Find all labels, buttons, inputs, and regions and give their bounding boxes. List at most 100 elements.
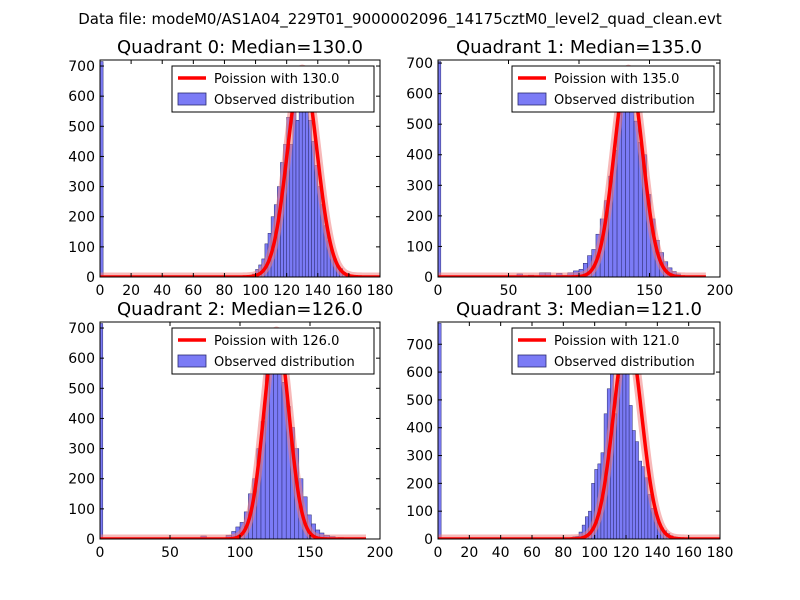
legend-bar-label: Observed distribution [214, 355, 355, 370]
poisson-curve [438, 331, 720, 539]
y-tick-label: 500 [68, 119, 95, 135]
y-tick-label: 100 [68, 502, 95, 518]
legend-curve-label: Poission with 130.0 [214, 72, 339, 87]
y-tick-label: 200 [406, 476, 433, 492]
x-tick-label: 50 [500, 283, 518, 299]
subplot-title: Quadrant 3: Median=121.0 [456, 299, 702, 320]
histogram-bar [641, 466, 646, 539]
x-tick-label: 40 [492, 545, 510, 561]
y-tick-label: 600 [406, 87, 433, 103]
x-tick-label: 150 [636, 283, 663, 299]
x-tick-label: 140 [644, 545, 671, 561]
x-tick-label: 0 [96, 545, 105, 561]
subplot-title: Quadrant 2: Median=126.0 [117, 299, 363, 320]
x-tick-label: 40 [153, 283, 171, 299]
x-tick-label: 0 [96, 283, 105, 299]
legend-curve-label: Poission with 135.0 [554, 72, 679, 87]
y-tick-label: 600 [68, 351, 95, 367]
y-tick-label: 600 [406, 365, 433, 381]
histogram-bar [629, 101, 635, 277]
x-tick-label: 100 [566, 283, 593, 299]
histogram-bar [638, 460, 642, 539]
x-tick-label: 50 [161, 545, 179, 561]
subplot-quadrant-0: Quadrant 0: Median=130.00 20 40 60 80 100 120 1… [68, 37, 393, 299]
x-tick-label: 120 [613, 545, 640, 561]
subplot-quadrant-1: Quadrant 1: Median=135.0 0 50 100 150 200 0 100… [406, 37, 733, 299]
axes-frame [437, 321, 721, 540]
y-tick-label: 300 [68, 442, 95, 458]
x-tick-label: 120 [273, 283, 300, 299]
legend: Poission with 121.0 Observed distribution [511, 327, 715, 375]
histogram-bar [100, 323, 104, 539]
y-tick-label: 500 [406, 117, 433, 133]
y-tick-label: 500 [406, 393, 433, 409]
y-tick-label: 400 [406, 421, 433, 437]
histogram-bar [301, 92, 306, 277]
y-tick-label: 300 [68, 180, 95, 196]
x-tick-label: 200 [367, 545, 394, 561]
y-tick-label: 100 [406, 239, 433, 255]
histogram-bar [438, 323, 442, 539]
histogram-bar [100, 61, 104, 277]
histogram-bar [438, 61, 442, 277]
figure-suptitle: Data file: modeM0/AS1A04_229T01_90000020… [78, 10, 722, 29]
x-tick-label: 100 [581, 545, 608, 561]
y-tick-label: 100 [68, 240, 95, 256]
x-tick-label: 80 [216, 283, 234, 299]
y-tick-label: 0 [424, 532, 433, 548]
histogram-bar [632, 430, 636, 539]
legend-box [171, 65, 375, 113]
histogram-bar [625, 357, 630, 539]
histogram-bar [298, 101, 303, 277]
y-tick-label: 400 [68, 411, 95, 427]
subplot-title: Quadrant 1: Median=135.0 [456, 37, 702, 58]
x-tick-label: 60 [523, 545, 541, 561]
subplot-title: Quadrant 0: Median=130.0 [117, 37, 363, 58]
legend-bar-swatch [177, 92, 207, 106]
x-tick-label: 0 [434, 545, 443, 561]
legend: Poission with 135.0 Observed distribution [511, 65, 715, 113]
x-tick-label: 100 [227, 545, 254, 561]
x-tick-label: 180 [367, 283, 394, 299]
y-tick-label: 200 [68, 472, 95, 488]
legend-bar-swatch [517, 354, 547, 368]
x-tick-label: 20 [460, 545, 478, 561]
y-tick-label: 0 [86, 532, 95, 548]
y-tick-label: 300 [406, 449, 433, 465]
y-tick-label: 400 [406, 148, 433, 164]
x-tick-label: 150 [297, 545, 324, 561]
legend-bar-swatch [517, 92, 547, 106]
histogram-bar [277, 360, 283, 539]
x-tick-label: 160 [675, 545, 702, 561]
y-tick-label: 600 [68, 89, 95, 105]
axes-frame [99, 59, 381, 278]
subplot-quadrant-3: Quadrant 3: Median=121.00 20 40 60 80 100 120 1… [406, 299, 733, 561]
y-tick-label: 700 [68, 321, 95, 337]
x-tick-label: 100 [242, 283, 269, 299]
x-tick-label: 200 [707, 283, 734, 299]
y-tick-label: 0 [424, 270, 433, 286]
x-tick-label: 140 [304, 283, 331, 299]
x-tick-label: 80 [554, 545, 572, 561]
y-tick-label: 200 [68, 210, 95, 226]
subplot-grid: Quadrant 0: Median=130.00 20 40 60 80 100 120 1… [68, 37, 733, 561]
legend-bar-swatch [177, 354, 207, 368]
legend-bar-label: Observed distribution [214, 93, 355, 108]
x-tick-label: 60 [184, 283, 202, 299]
legend: Poission with 130.0 Observed distribution [171, 65, 375, 113]
histogram-bar [635, 441, 639, 539]
x-tick-label: 160 [336, 283, 363, 299]
legend-curve-label: Poission with 121.0 [554, 334, 679, 349]
legend-curve-label: Poission with 126.0 [214, 334, 339, 349]
histogram-bar [625, 87, 631, 277]
y-tick-label: 700 [406, 337, 433, 353]
y-tick-label: 500 [68, 381, 95, 397]
y-tick-label: 400 [68, 149, 95, 165]
legend-bar-label: Observed distribution [554, 93, 695, 108]
y-tick-label: 700 [68, 59, 95, 75]
histogram-bar [308, 120, 312, 277]
x-tick-label: 20 [122, 283, 140, 299]
y-tick-label: 0 [86, 270, 95, 286]
x-tick-label: 0 [434, 283, 443, 299]
